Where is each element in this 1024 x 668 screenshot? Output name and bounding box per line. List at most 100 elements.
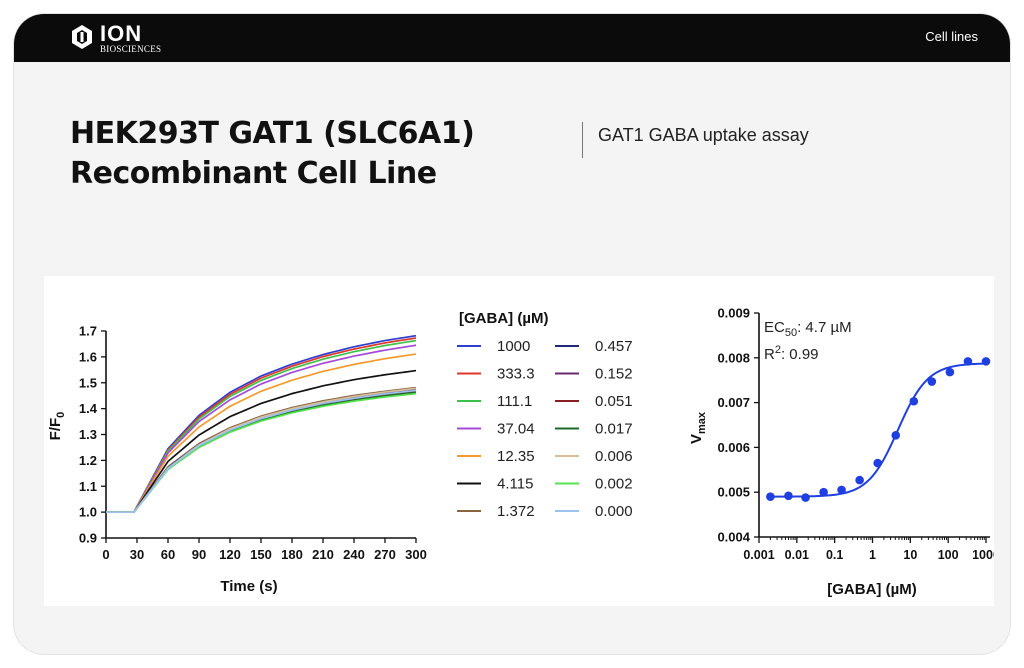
dose-data-point <box>784 491 793 501</box>
ion-logo-icon <box>72 25 92 49</box>
dose-y-tick-label: 0.009 <box>717 306 750 321</box>
kinetic-x-axis-label: Time (s) <box>220 578 277 595</box>
kinetic-series-line <box>106 388 417 513</box>
kinetic-y-tick-label: 1.1 <box>79 479 97 494</box>
legend-label: 0.017 <box>595 421 633 438</box>
kinetic-axes: 0 30 60 90 120 150 180 210 240 270 300 0.9 1.0 1.1 1.2… <box>79 324 427 563</box>
legend-label: 4.115 <box>497 476 533 493</box>
dose-data-point <box>873 458 882 468</box>
dose-data-point <box>801 493 810 502</box>
page-subtitle: GAT1 GABA uptake assay <box>598 125 809 145</box>
kinetic-x-tick-label: 60 <box>161 547 175 562</box>
dose-x-tick-label: 100 <box>938 548 959 562</box>
kinetic-series <box>106 334 417 513</box>
kinetic-series-line <box>106 386 417 513</box>
legend-title: [GABA] (µM) <box>459 310 548 327</box>
legend-label: 0.051 <box>595 393 633 410</box>
dose-y-axis-label: Vmax <box>688 411 708 444</box>
kinetic-series-line <box>106 353 417 513</box>
legend-items: 1000 333.3 111.1 37.04 12.35 4.115 1.372 0.457 0… <box>457 338 633 520</box>
kinetic-series-line <box>106 391 417 513</box>
legend-label: 37.04 <box>497 421 535 438</box>
kinetic-y-tick-label: 0.9 <box>79 531 97 546</box>
kinetic-series-line <box>106 390 417 513</box>
kinetic-x-tick-label: 90 <box>192 547 206 562</box>
dose-y-tick-label: 0.007 <box>717 395 750 410</box>
kinetic-y-axis-label: F/F0 <box>47 412 67 441</box>
ec50-annotation: EC50: 4.7 µM <box>764 319 852 339</box>
legend-label: 0.152 <box>595 366 633 383</box>
dose-x-tick-label: 1 <box>869 548 876 562</box>
legend-label: 12.35 <box>497 448 535 465</box>
kinetic-y-tick-label: 1.3 <box>79 427 97 442</box>
dose-y-tick-label: 0.005 <box>717 485 750 500</box>
dose-x-tick-label: 0.1 <box>826 548 843 562</box>
dose-x-tick-label: 1000 <box>972 548 994 562</box>
legend-label: 0.000 <box>595 503 633 520</box>
dose-y-tick-label: 0.008 <box>717 350 750 365</box>
dose-data-point <box>981 357 991 366</box>
dose-data-point <box>945 367 955 377</box>
legend-label: 0.457 <box>595 338 633 355</box>
legend-label: 1.372 <box>497 503 535 520</box>
kinetic-y-tick-label: 1.4 <box>79 401 98 416</box>
page-title-line-1: HEK293T GAT1 (SLC6A1) <box>70 116 475 151</box>
kinetic-series-line <box>106 392 417 513</box>
kinetic-x-tick-label: 120 <box>219 547 241 562</box>
kinetic-x-tick-label: 0 <box>102 547 109 562</box>
logo-text: ION <box>100 21 143 46</box>
kinetic-x-tick-label: 210 <box>312 547 334 562</box>
kinetic-x-tick-label: 270 <box>374 547 396 562</box>
kinetic-y-tick-label: 1.2 <box>79 453 97 468</box>
kinetic-y-tick-label: 1.7 <box>79 324 97 339</box>
kinetic-x-tick-label: 30 <box>130 547 144 562</box>
dose-data-point <box>963 357 973 366</box>
kinetic-series-line <box>106 369 417 513</box>
kinetic-series-line <box>106 389 417 513</box>
ion-biosciences-logo[interactable]: ION BIOSCIENCES <box>70 21 180 56</box>
dose-fit-line <box>766 362 987 498</box>
top-bar: ION BIOSCIENCES Cell lines <box>14 14 1010 62</box>
kinetic-y-tick-label: 1.6 <box>79 349 97 364</box>
legend-label: 0.002 <box>595 476 633 493</box>
dose-points <box>766 357 991 502</box>
dose-x-tick-label: 0.01 <box>785 548 809 562</box>
dose-y-tick-label: 0.004 <box>717 530 750 545</box>
legend-label: 333.3 <box>497 366 535 383</box>
kinetic-series-line <box>106 387 417 513</box>
legend-label: 111.1 <box>497 393 532 410</box>
legend-label: 1000 <box>497 338 530 355</box>
kinetic-series-line <box>106 389 417 513</box>
concentration-legend: [GABA] (µM) 1000 333.3 111.1 37.04 12.35 4.11… <box>457 310 633 520</box>
dose-data-point <box>819 487 828 497</box>
dose-y-tick-label: 0.006 <box>717 440 750 455</box>
dose-x-axis-label: [GABA] (µM) <box>827 581 916 598</box>
nav-link-cell-lines[interactable]: Cell lines <box>925 29 978 44</box>
figure-panel: 0 30 60 90 120 150 180 210 240 270 300 0.9 1.0 1.1 1.2… <box>44 276 994 606</box>
page-title: HEK293T GAT1 (SLC6A1) Recombinant Cell L… <box>70 114 475 194</box>
legend-label: 0.006 <box>595 448 633 465</box>
kinetic-x-tick-label: 300 <box>405 547 427 562</box>
dose-data-point <box>837 485 846 495</box>
dose-data-point <box>891 431 901 440</box>
dose-x-tick-label: 10 <box>903 548 917 562</box>
dose-x-tick-label: 0.001 <box>743 548 774 562</box>
card: ION BIOSCIENCES Cell lines HEK293T GAT1 … <box>14 14 1010 654</box>
dose-data-point <box>766 492 775 501</box>
kinetic-y-tick-label: 1.0 <box>79 505 97 520</box>
logo-subtext: BIOSCIENCES <box>100 44 162 54</box>
page-title-line-2: Recombinant Cell Line <box>70 156 437 191</box>
r2-annotation: R2: 0.99 <box>764 344 819 363</box>
dose-response-chart: 0.001 0.01 0.1 1 10 100 1000 0.004 0.005 0.006 0.0… <box>688 306 994 599</box>
kinetic-y-tick-label: 1.5 <box>79 375 97 390</box>
kinetic-x-tick-label: 180 <box>281 547 303 562</box>
dose-axes: 0.001 0.01 0.1 1 10 100 1000 0.004 0.005 0.006 0.0… <box>717 306 994 563</box>
dose-data-point <box>909 396 919 406</box>
kinetic-trace-chart: 0 30 60 90 120 150 180 210 240 270 300 0.9 1.0 1.1 1.2… <box>47 324 427 596</box>
kinetic-x-tick-label: 150 <box>250 547 272 562</box>
kinetic-x-tick-label: 240 <box>343 547 365 562</box>
dose-data-point <box>855 475 864 485</box>
kinetic-series-line <box>106 337 417 513</box>
dose-fit-curve <box>766 362 987 498</box>
dose-data-point <box>927 377 937 386</box>
